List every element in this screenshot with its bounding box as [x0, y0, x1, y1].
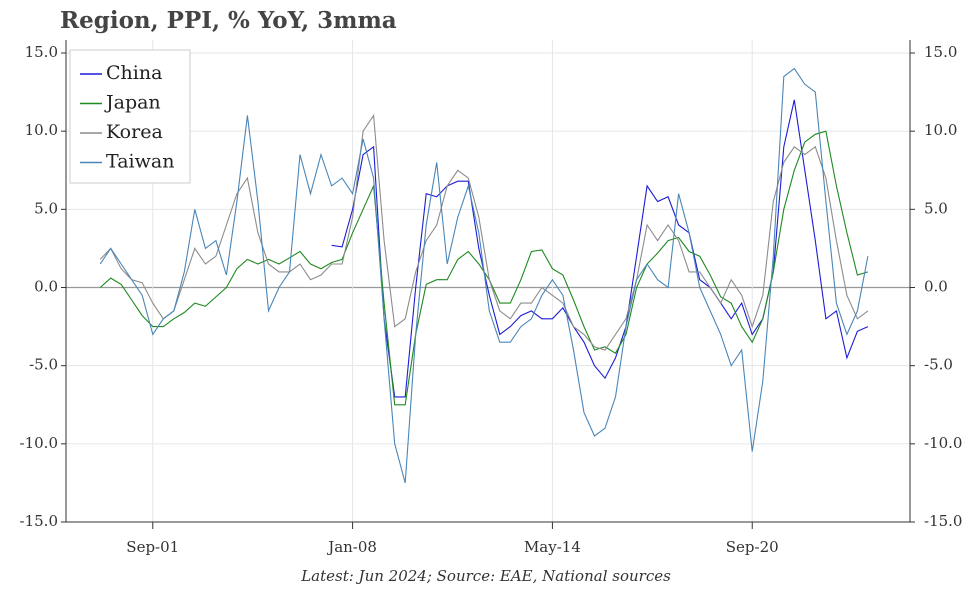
series-line	[99, 67, 869, 484]
y-tick-label: -5.0	[29, 356, 58, 374]
y2-tick-label: 10.0	[924, 121, 957, 139]
footnote: Latest: Jun 2024; Source: EAE, National …	[300, 567, 671, 585]
legend-label: Japan	[104, 92, 161, 114]
axes: -15.0 -15.0 -10.0 -10.0 -5.0 -5.0 0.0 0.0 5.0 5.0…	[20, 40, 962, 556]
x-tick-label: Sep-01	[126, 538, 179, 556]
plot-lines	[99, 67, 869, 484]
series-line	[331, 99, 869, 398]
legend: China Japan Korea Taiwan	[69, 49, 191, 184]
y2-tick-label: -10.0	[924, 434, 962, 452]
series-line	[99, 113, 869, 351]
grid	[66, 40, 910, 523]
y2-tick-label: 15.0	[924, 43, 957, 61]
y2-tick-label: 5.0	[924, 199, 948, 217]
x-tick-label: Sep-20	[726, 538, 779, 556]
y-tick-label: -10.0	[20, 434, 58, 452]
y-tick-label: 10.0	[25, 121, 58, 139]
x-tick-label: Jan-08	[326, 538, 377, 556]
x-tick-label: May-14	[524, 538, 581, 556]
legend-box	[69, 49, 191, 184]
legend-label: Korea	[106, 121, 163, 143]
y2-tick-label: -15.0	[924, 512, 962, 530]
y-tick-label: 15.0	[25, 43, 58, 61]
y2-tick-label: 0.0	[924, 278, 948, 296]
chart-title: Region, PPI, % YoY, 3mma	[60, 7, 397, 34]
y-tick-label: 0.0	[34, 278, 58, 296]
legend-label: Taiwan	[106, 151, 174, 173]
legend-label: China	[106, 62, 162, 84]
y-tick-label: -15.0	[20, 512, 58, 530]
y-tick-label: 5.0	[34, 199, 58, 217]
y2-tick-label: -5.0	[924, 356, 953, 374]
